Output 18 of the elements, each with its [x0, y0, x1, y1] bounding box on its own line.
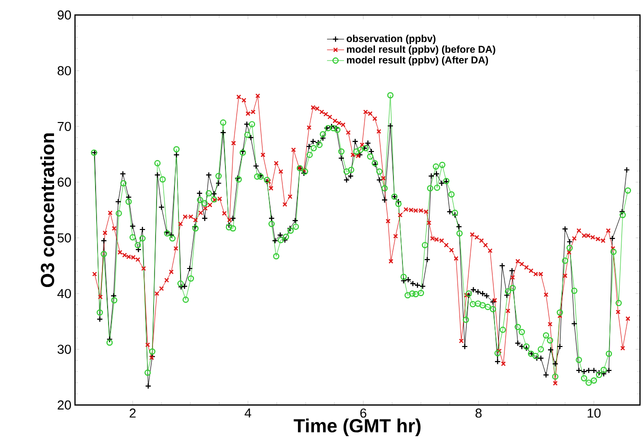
y-axis-title: O3 concentration — [40, 133, 54, 288]
y-tick-label: 30 — [58, 344, 71, 354]
y-tick-label: 40 — [57, 288, 71, 298]
x-tick-label: 8 — [476, 408, 482, 418]
x-tick-label: 10 — [588, 408, 601, 418]
x-tick-label: 2 — [130, 408, 136, 418]
x-tick-label: 6 — [360, 408, 366, 418]
y-tick-label: 50 — [58, 233, 71, 242]
y-tick-label: 20 — [58, 400, 71, 410]
y-tick-label: 80 — [58, 66, 71, 76]
y-tick-label: 90 — [58, 10, 71, 20]
x-axis-title: Time (GMT hr) — [294, 418, 421, 436]
legend-label: model result (ppbv) (After DA) — [346, 56, 488, 66]
legend-label: observation (ppbv) — [346, 34, 436, 44]
y-tick-label: 70 — [58, 122, 71, 132]
y-tick-label: 60 — [58, 178, 71, 187]
legend-label: model result (ppbv) (before DA) — [346, 45, 496, 55]
x-tick-label: 4 — [244, 408, 252, 418]
